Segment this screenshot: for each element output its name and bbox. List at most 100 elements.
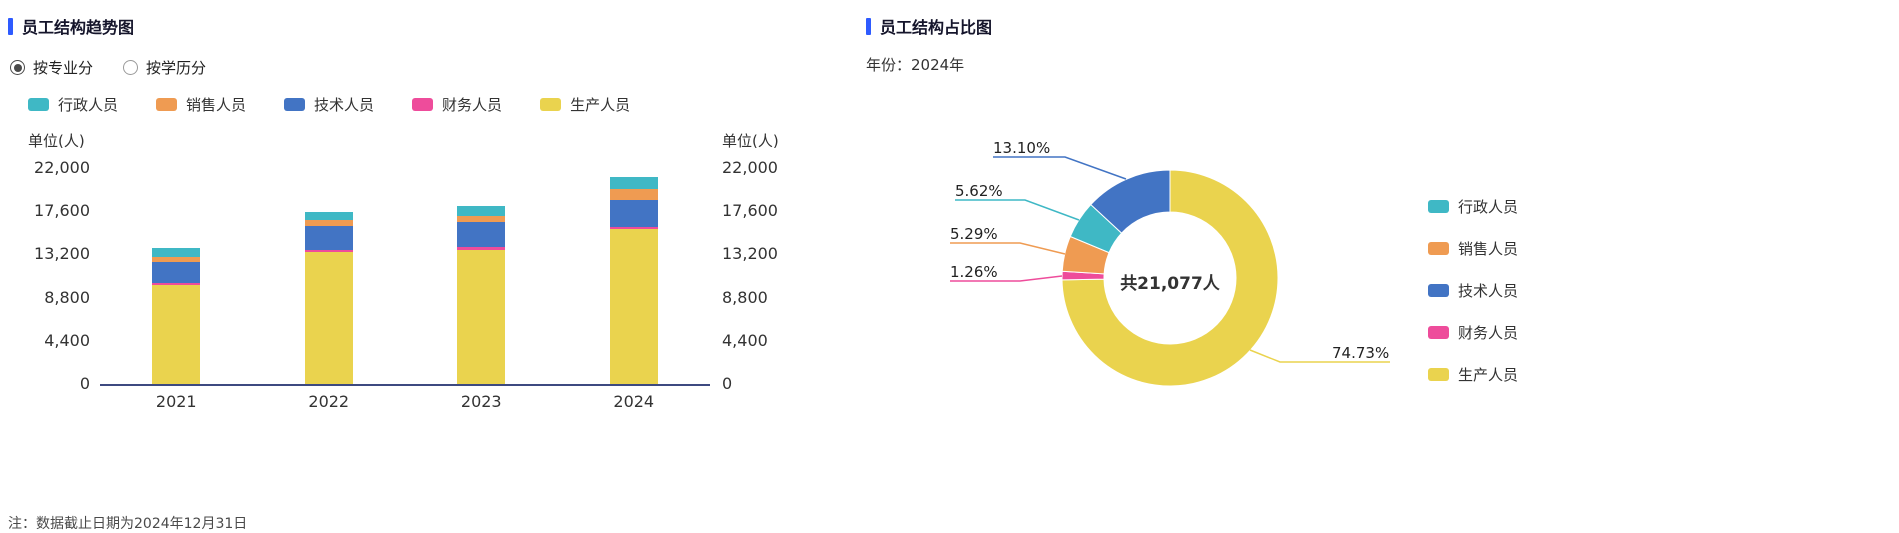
trend-chart-title: 员工结构趋势图 [8, 14, 134, 38]
donut-chart-title: 员工结构占比图 [866, 14, 992, 38]
legend-label: 生产人员 [570, 96, 631, 114]
legend-label: 技术人员 [1458, 282, 1519, 300]
bar-segment [457, 249, 506, 384]
legend-label: 生产人员 [1458, 366, 1519, 384]
trend-chart-legend: 行政人员 销售人员 技术人员 财务人员 生产人员 [28, 94, 630, 115]
legend-item[interactable]: 行政人员 [28, 94, 118, 115]
y-axis-ticks-left: 0 4,400 8,800 13,200 17,600 22,000 [2, 158, 90, 393]
bar-segment [609, 188, 658, 200]
y-tick-label: 4,400 [722, 330, 768, 350]
donut-chart-legend: 行政人员销售人员技术人员财务人员生产人员 [1428, 196, 1518, 385]
y-axis-ticks-right: 0 4,400 8,800 13,200 17,600 22,000 [722, 158, 810, 393]
y-tick-label: 13,200 [34, 244, 90, 264]
trend-bar-plot [100, 168, 710, 386]
radio-by-education-label: 按学历分 [146, 59, 207, 77]
donut-center-total: 共21,077人 [1120, 274, 1220, 294]
bar-segment [304, 250, 353, 253]
x-axis-label: 2022 [308, 392, 350, 411]
radio-by-profession[interactable]: 按专业分 [10, 57, 93, 78]
bar-2024 [609, 177, 658, 384]
bar-2021 [152, 248, 201, 384]
legend-swatch [1428, 242, 1449, 255]
callout-admin-pct: 5.62% [955, 182, 1003, 200]
y-tick-label: 8,800 [44, 287, 90, 307]
legend-swatch [28, 98, 49, 111]
title-accent-bar [8, 17, 13, 35]
bar-segment [457, 222, 506, 248]
legend-swatch [1428, 200, 1449, 213]
x-axis-label: 2023 [460, 392, 502, 411]
x-axis-label: 2021 [155, 392, 197, 411]
callout-finance-pct: 1.26% [950, 263, 998, 281]
bar-segment [152, 282, 201, 285]
y-tick-label: 13,200 [722, 244, 778, 264]
legend-label: 销售人员 [1458, 240, 1519, 258]
radio-unselected-icon[interactable] [123, 60, 139, 75]
bar-segment [304, 219, 353, 227]
legend-swatch [284, 98, 306, 111]
bar-segment [152, 284, 201, 384]
legend-swatch [1428, 326, 1449, 339]
legend-label: 行政人员 [1458, 198, 1519, 216]
bar-segment [304, 226, 353, 251]
radio-by-education[interactable]: 按学历分 [123, 57, 206, 78]
y-tick-label: 17,600 [34, 201, 90, 221]
y-tick-label: 0 [79, 374, 90, 393]
data-cutoff-note: 注：数据截止日期为2024年12月31日 [8, 516, 248, 532]
bar-segment [304, 211, 353, 220]
legend-item[interactable]: 生产人员 [1428, 364, 1518, 385]
legend-label: 财务人员 [442, 96, 503, 114]
radio-selected-icon[interactable] [10, 60, 25, 75]
legend-swatch [1428, 368, 1449, 381]
callout-sales-pct: 5.29% [950, 225, 998, 243]
donut-slice [1061, 169, 1279, 387]
legend-item[interactable]: 生产人员 [540, 94, 630, 115]
legend-item[interactable]: 财务人员 [1428, 322, 1518, 343]
trend-chart-title-text: 员工结构趋势图 [22, 18, 135, 37]
bar-segment [457, 247, 506, 250]
y-tick-label: 0 [722, 374, 733, 393]
bar-segment [304, 252, 353, 384]
legend-swatch [412, 98, 434, 111]
y-axis-unit-left: 单位(人) [28, 132, 85, 150]
donut-slice [1090, 169, 1171, 234]
y-tick-label: 17,600 [722, 201, 778, 221]
callout-tech-pct: 13.10% [993, 139, 1051, 157]
bar-2023 [457, 205, 506, 384]
bar-segment [609, 229, 658, 384]
bar-segment [152, 248, 201, 257]
legend-item[interactable]: 财务人员 [412, 94, 502, 115]
legend-item[interactable]: 销售人员 [1428, 238, 1518, 259]
legend-swatch [156, 98, 178, 111]
bar-2022 [304, 211, 353, 384]
bar-segment [457, 205, 506, 216]
y-axis-unit-right: 单位(人) [722, 132, 779, 150]
legend-item[interactable]: 行政人员 [1428, 196, 1518, 217]
x-axis-labels: 2021 2022 2023 2024 [100, 392, 710, 414]
year-label: 年份：2024年 [866, 56, 965, 74]
legend-item[interactable]: 技术人员 [284, 94, 374, 115]
donut-chart [950, 156, 1390, 387]
y-tick-label: 8,800 [722, 287, 768, 307]
leader-line-tech [993, 156, 1127, 180]
x-axis-label: 2024 [613, 392, 655, 411]
legend-label: 行政人员 [58, 96, 119, 114]
legend-label: 财务人员 [1458, 324, 1519, 342]
y-tick-label: 22,000 [722, 158, 778, 177]
group-by-radio-group: 按专业分 按学历分 [10, 57, 206, 78]
legend-item[interactable]: 技术人员 [1428, 280, 1518, 301]
bar-segment [609, 177, 658, 189]
y-tick-label: 22,000 [34, 158, 90, 177]
legend-label: 技术人员 [314, 96, 375, 114]
y-tick-label: 4,400 [44, 330, 90, 350]
leader-line-sales [950, 242, 1066, 255]
donut-chart-title-text: 员工结构占比图 [880, 18, 993, 37]
title-accent-bar [866, 17, 871, 35]
bar-segment [152, 261, 201, 283]
leader-line-production [1249, 349, 1390, 363]
radio-by-profession-label: 按专业分 [33, 59, 94, 77]
bar-segment [609, 199, 658, 227]
legend-item[interactable]: 销售人员 [156, 94, 246, 115]
bar-segment [609, 226, 658, 230]
